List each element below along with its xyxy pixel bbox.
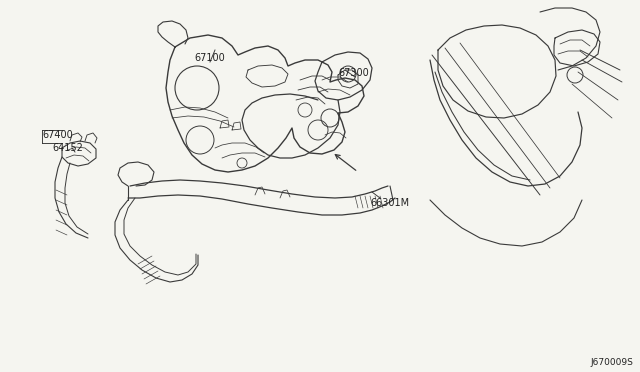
- Text: 67300: 67300: [338, 68, 369, 78]
- Text: 67100: 67100: [194, 53, 225, 63]
- Text: 66301M: 66301M: [370, 198, 409, 208]
- Text: 64152: 64152: [52, 143, 83, 153]
- Text: J670009S: J670009S: [590, 358, 633, 367]
- Text: 67400: 67400: [42, 130, 73, 140]
